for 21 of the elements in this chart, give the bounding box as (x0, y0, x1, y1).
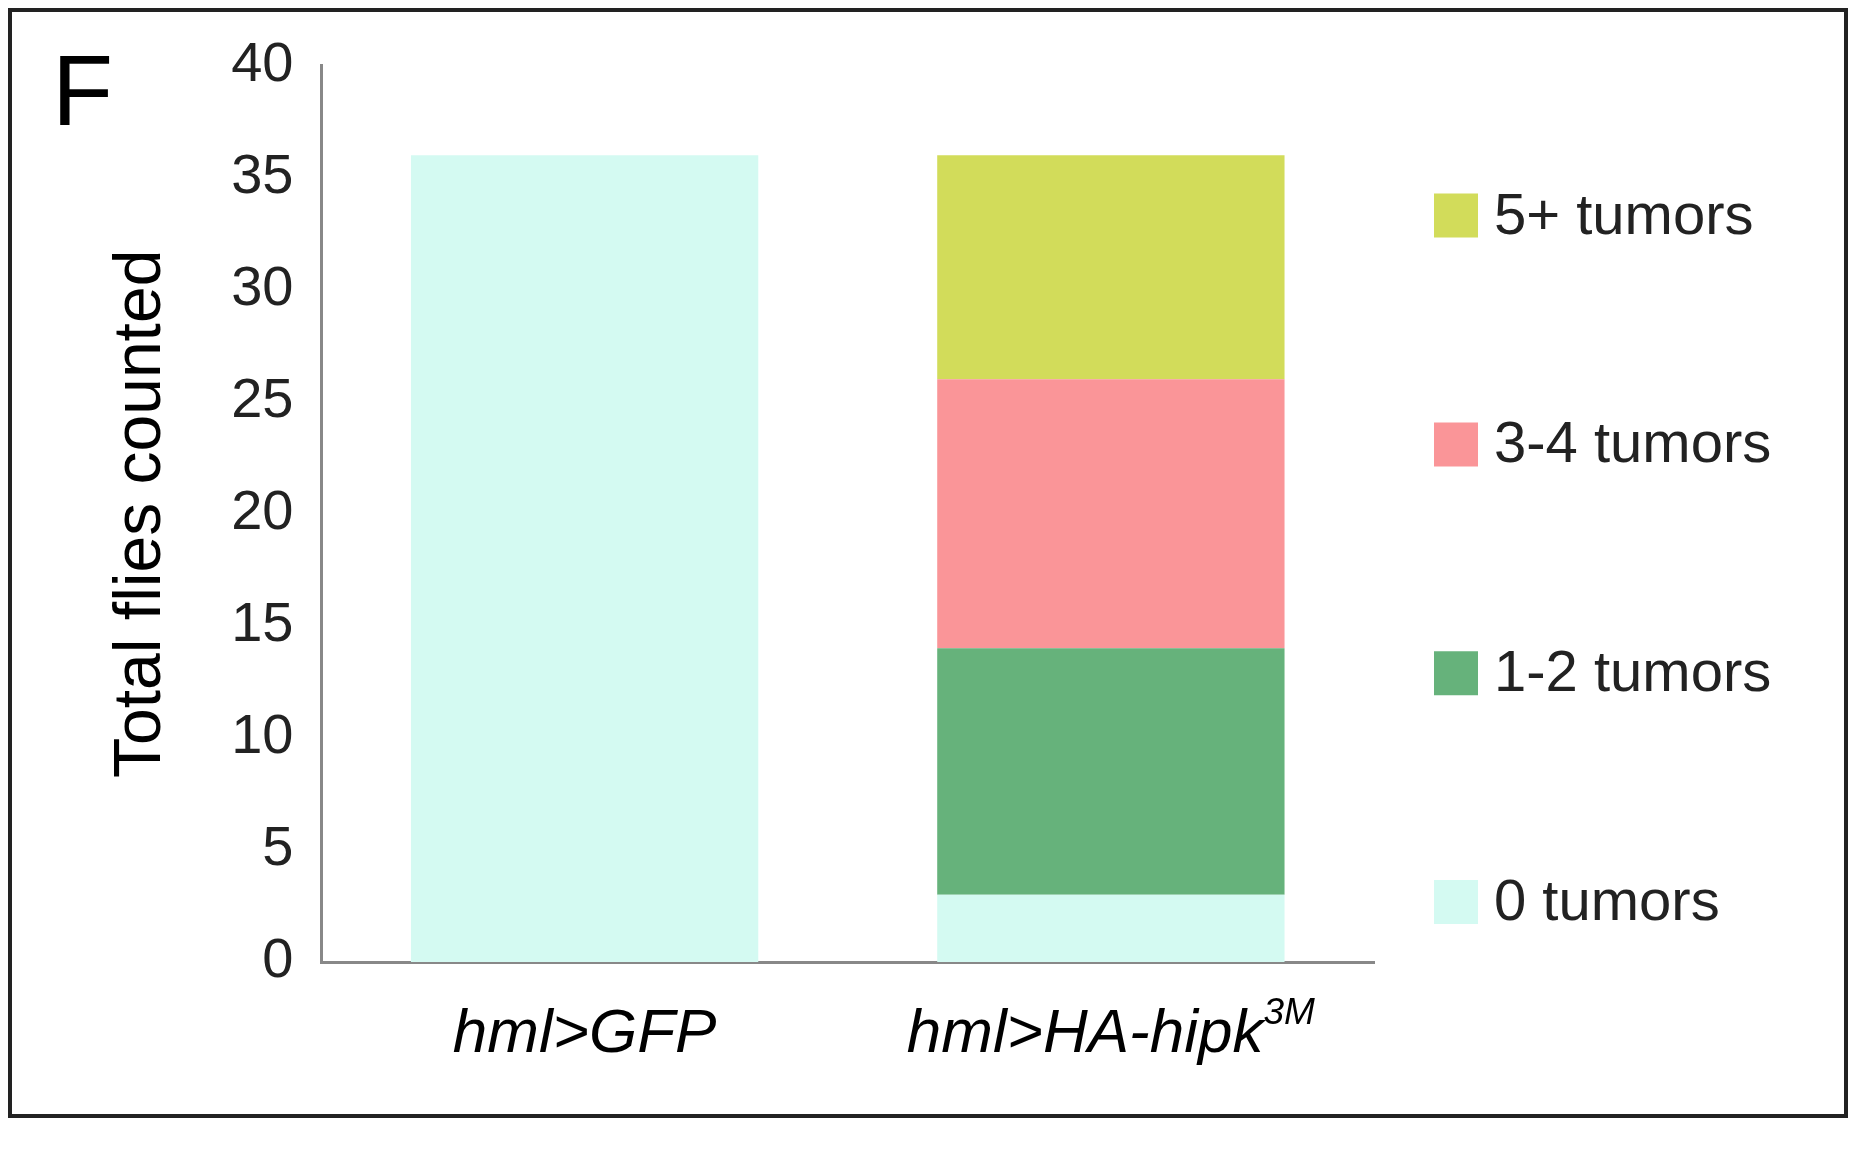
y-tick-label: 15 (231, 590, 294, 654)
bar (937, 379, 1285, 649)
y-tick-label: 30 (231, 254, 294, 318)
y-tick-label: 0 (262, 926, 294, 990)
y-tick-label: 10 (231, 702, 294, 766)
bar (937, 894, 1285, 962)
bar (937, 648, 1285, 895)
legend-label: 0 tumors (1494, 867, 1720, 932)
x-tick-label: hml>GFP (452, 996, 717, 1065)
legend-label: 5+ tumors (1494, 180, 1754, 246)
text: F (52, 33, 114, 146)
legend-label: 1-2 tumors (1494, 638, 1772, 704)
y-tick-label: 35 (231, 142, 294, 206)
legend-label: 3-4 tumors (1494, 409, 1772, 475)
bar (937, 155, 1285, 380)
y-tick-label: 40 (231, 30, 294, 94)
y-tick-label: 5 (262, 814, 294, 878)
y-tick-label: 25 (231, 366, 294, 430)
bar (410, 155, 759, 962)
y-axis-title: Total flies counted (99, 249, 174, 778)
y-tick-label: 20 (231, 478, 294, 542)
